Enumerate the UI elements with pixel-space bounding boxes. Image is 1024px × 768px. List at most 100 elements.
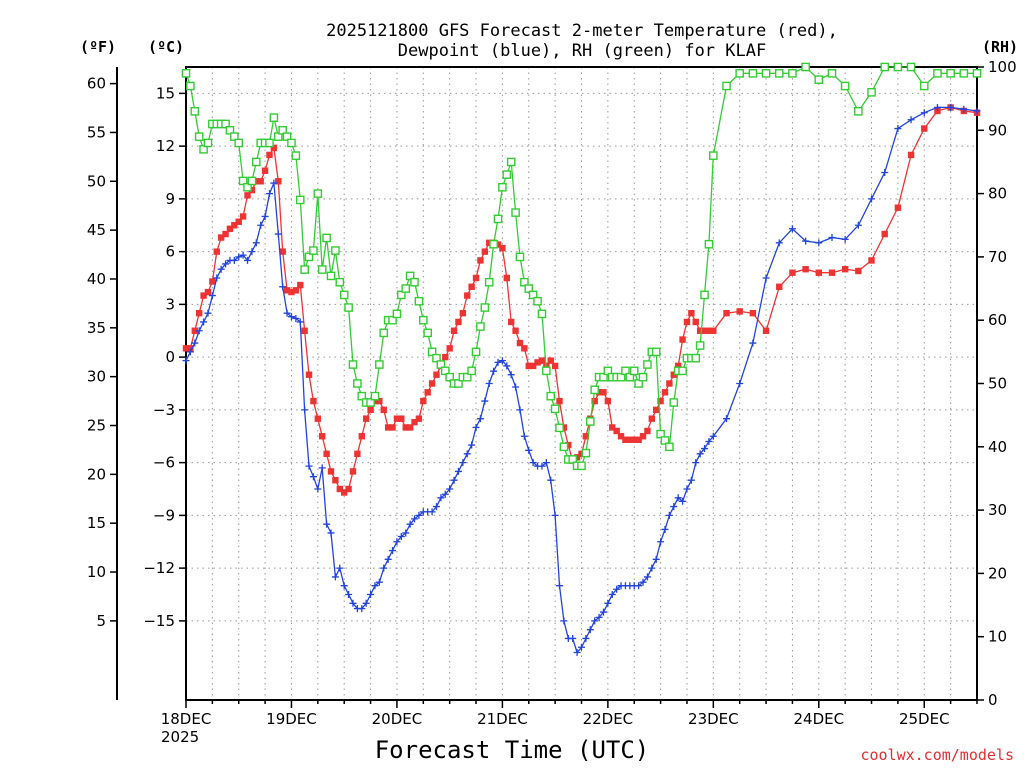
rh-tick-label: 70 (988, 248, 1007, 266)
data-point (573, 649, 581, 657)
series-relative-humidity (181, 62, 982, 471)
data-point (411, 418, 418, 426)
data-point (854, 221, 862, 229)
data-point (287, 313, 295, 321)
data-point (560, 617, 568, 625)
x-tick-label: 19DEC (266, 710, 317, 728)
data-point (603, 366, 613, 376)
data-point (643, 360, 652, 369)
data-point (512, 383, 520, 391)
data-point (493, 214, 503, 224)
data-point (230, 132, 239, 141)
data-point (270, 179, 278, 187)
data-point (243, 182, 252, 192)
data-point (397, 532, 405, 540)
data-point (695, 341, 705, 350)
data-point (827, 69, 837, 78)
data-point (217, 234, 225, 241)
data-point (195, 309, 203, 317)
data-point (485, 380, 493, 387)
data-point (226, 225, 234, 232)
data-point (631, 436, 638, 443)
rh-tick-label: 40 (988, 438, 1007, 456)
credit-text: coolwx.com/models (860, 746, 1014, 764)
data-point (222, 260, 230, 268)
data-point (279, 283, 287, 291)
data-point (366, 398, 375, 407)
data-point (459, 309, 467, 317)
data-point (547, 357, 554, 364)
data-point (815, 239, 823, 247)
data-point (230, 256, 238, 264)
data-point (525, 362, 532, 370)
data-point (367, 591, 375, 598)
data-point (326, 271, 336, 281)
data-point (332, 477, 339, 484)
data-point (516, 406, 524, 414)
unit-celsius-label: (ºC) (148, 38, 184, 56)
data-point (893, 62, 903, 72)
rh-tick-label: 100 (988, 58, 1017, 76)
data-point (687, 476, 695, 484)
data-point (639, 578, 647, 586)
data-point (362, 599, 370, 607)
data-point (376, 397, 383, 405)
data-point (709, 432, 717, 440)
data-point (181, 69, 191, 78)
data-point (609, 424, 616, 431)
data-point (194, 132, 204, 141)
data-point (604, 599, 612, 607)
data-point (616, 372, 626, 382)
fahrenheit-tick-label: 35 (87, 319, 106, 337)
data-point (591, 617, 599, 625)
axes: 15129630−3−6−9−12−1560555045403530252015… (87, 58, 1017, 746)
data-point (389, 424, 396, 431)
data-point (789, 269, 796, 276)
data-point (801, 62, 810, 72)
data-point (736, 380, 744, 387)
data-point (432, 353, 441, 363)
fahrenheit-tick-label: 10 (87, 563, 106, 581)
data-point (450, 327, 458, 334)
data-point (253, 178, 260, 185)
data-point (433, 371, 440, 378)
data-point (534, 359, 541, 366)
data-point (345, 591, 353, 598)
data-point (367, 406, 374, 414)
data-point (722, 81, 731, 91)
data-point (402, 529, 410, 537)
data-point (345, 485, 352, 493)
data-point (705, 327, 713, 334)
data-point (537, 309, 547, 319)
data-point (292, 287, 300, 294)
data-point (577, 461, 586, 471)
data-point (481, 397, 489, 405)
data-point (604, 397, 612, 405)
data-point (379, 328, 389, 338)
data-point (652, 555, 660, 563)
rh-tick-label: 60 (988, 311, 1007, 329)
data-point (222, 230, 229, 238)
data-point (186, 348, 194, 356)
data-point (442, 353, 449, 361)
data-point (195, 327, 203, 335)
data-point (336, 485, 344, 493)
data-point (371, 582, 379, 590)
celsius-tick-label: 9 (165, 190, 175, 208)
data-point (406, 520, 414, 528)
data-point (199, 144, 208, 154)
data-point (301, 327, 308, 334)
data-point (481, 248, 489, 255)
data-point (384, 555, 392, 563)
data-point (683, 485, 691, 493)
data-point (867, 88, 876, 97)
data-point (341, 489, 348, 496)
data-point (828, 269, 836, 276)
rh-tick-label: 10 (988, 628, 1007, 646)
data-point (375, 360, 384, 369)
data-point (599, 608, 607, 616)
celsius-tick-label: 3 (165, 295, 175, 313)
data-point (358, 605, 366, 613)
data-point (370, 391, 380, 401)
data-point (894, 204, 902, 211)
